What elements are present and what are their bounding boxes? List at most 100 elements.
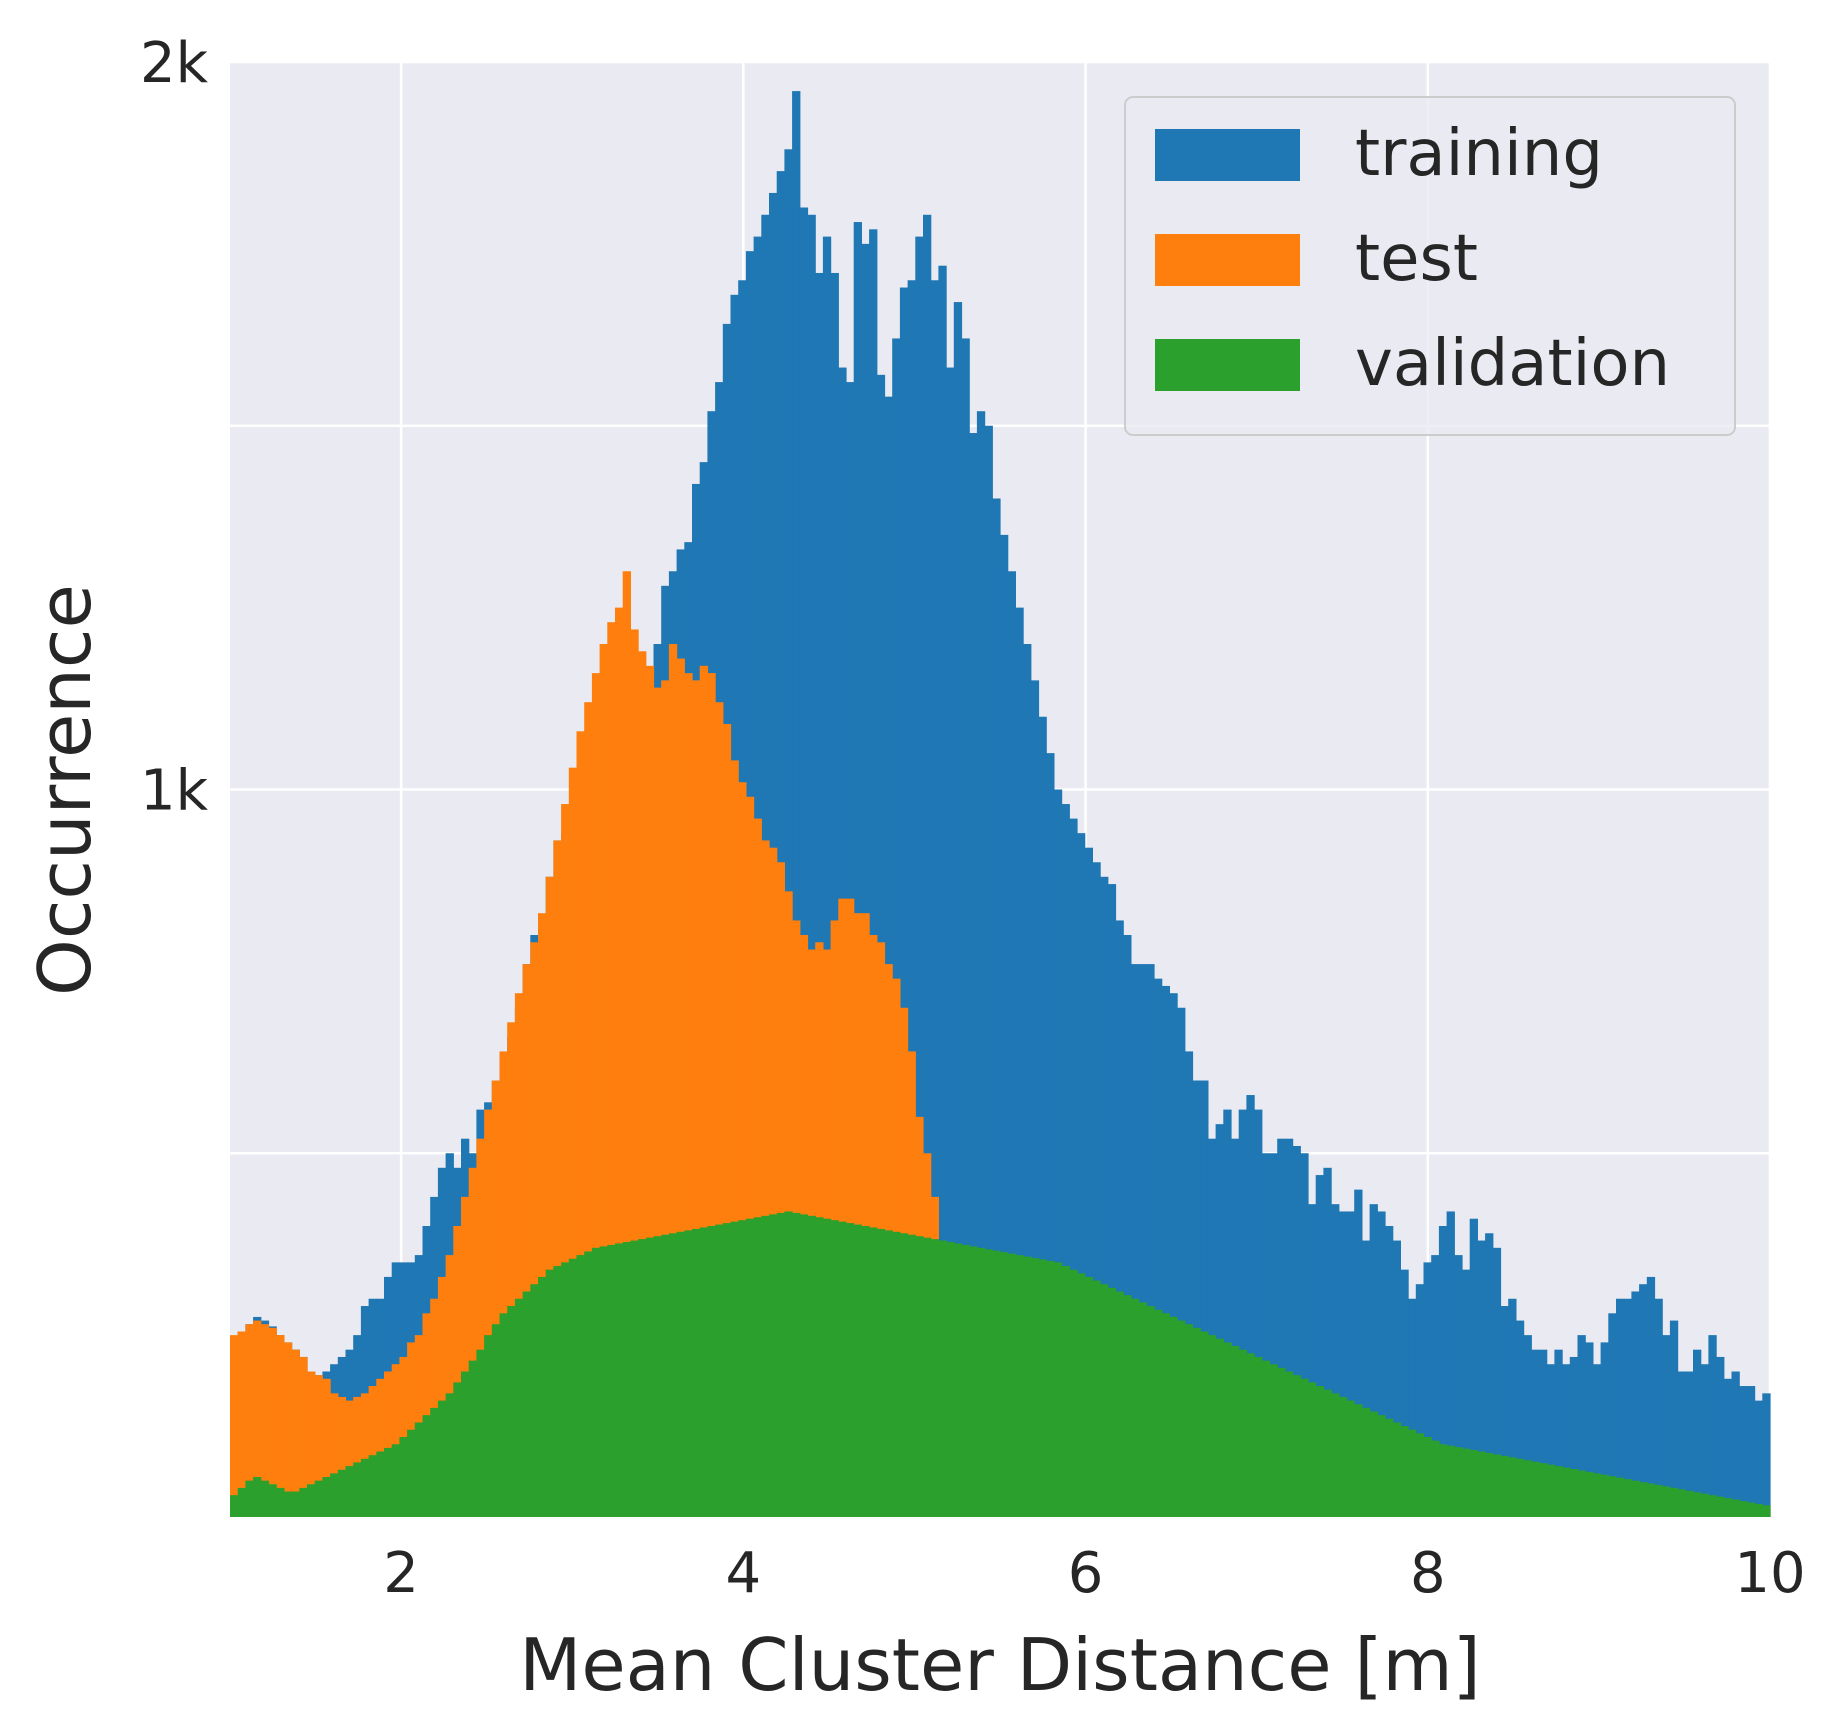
training-bar [984, 425, 993, 1517]
validation-bar [699, 1227, 708, 1517]
validation-bar [1462, 1448, 1471, 1517]
test-bar [376, 1378, 385, 1517]
training-bar [884, 396, 893, 1517]
validation-bar [899, 1233, 909, 1517]
test-bar [530, 942, 539, 1517]
training-bar [1454, 1255, 1463, 1517]
validation-bar [930, 1239, 939, 1517]
validation-bar [1061, 1266, 1070, 1517]
training-bar [1431, 1255, 1440, 1517]
validation-bar [1539, 1463, 1548, 1517]
x-tick-label: 6 [1068, 1541, 1104, 1606]
training-bar [830, 272, 839, 1518]
validation-bar [799, 1214, 809, 1517]
training-bar [1515, 1320, 1525, 1517]
legend-label-validation: validation [1355, 327, 1670, 401]
training-bar [1723, 1378, 1733, 1517]
validation-bar [938, 1240, 947, 1517]
training-bar [1577, 1335, 1586, 1517]
test-bar [491, 1080, 501, 1517]
legend-swatch-validation [1155, 339, 1300, 391]
validation-bar [1361, 1407, 1371, 1517]
training-bar [1138, 964, 1147, 1517]
validation-bar [330, 1473, 339, 1517]
training-bar [869, 229, 878, 1518]
validation-bar [430, 1407, 439, 1517]
validation-bar [530, 1284, 539, 1517]
training-bar [1030, 680, 1040, 1517]
validation-bar [1485, 1452, 1494, 1517]
validation-bar [291, 1491, 300, 1517]
validation-bar [1415, 1433, 1425, 1517]
test-bar [553, 840, 562, 1517]
validation-bar [245, 1480, 254, 1517]
training-bar [992, 498, 1001, 1517]
training-bar [861, 243, 870, 1517]
test-bar [607, 622, 616, 1517]
training-bar [1669, 1320, 1679, 1517]
y-axis-label: Occurrence [23, 584, 107, 996]
validation-bar [1146, 1306, 1155, 1517]
training-bar [1292, 1145, 1301, 1517]
validation-bar [1331, 1393, 1340, 1517]
validation-bar [1000, 1252, 1009, 1517]
training-bar [1154, 978, 1163, 1517]
validation-bar [1731, 1499, 1740, 1517]
training-bar [1662, 1335, 1671, 1517]
training-bar [822, 236, 832, 1518]
training-bar [1639, 1284, 1648, 1517]
validation-bar [707, 1226, 716, 1517]
validation-bar [1454, 1447, 1463, 1517]
validation-bar [684, 1230, 693, 1517]
validation-bar [876, 1228, 886, 1517]
test-bar [784, 891, 793, 1517]
validation-bar [1315, 1386, 1324, 1517]
validation-bar [507, 1306, 516, 1517]
validation-bar [1423, 1436, 1432, 1517]
training-bar [1331, 1204, 1340, 1517]
training-bar [1539, 1349, 1548, 1517]
training-bar [892, 338, 901, 1518]
test-bar [561, 804, 570, 1517]
legend: training test validation [1124, 96, 1736, 436]
validation-bar [1130, 1298, 1140, 1517]
validation-bar [1323, 1389, 1332, 1517]
training-bar [1446, 1211, 1455, 1517]
validation-bar [1231, 1346, 1240, 1517]
training-bar [1531, 1349, 1540, 1517]
validation-bar [1685, 1490, 1694, 1517]
test-bar [468, 1167, 477, 1517]
validation-bar [1123, 1295, 1132, 1517]
validation-bar [1616, 1477, 1625, 1517]
validation-bar [961, 1244, 970, 1517]
validation-bar [299, 1487, 308, 1517]
test-bar [869, 935, 878, 1517]
training-bar [1415, 1284, 1425, 1517]
training-bar [930, 280, 939, 1517]
validation-bar [1023, 1256, 1032, 1517]
validation-bar [753, 1217, 762, 1517]
test-bar [368, 1386, 377, 1517]
test-bar [453, 1226, 462, 1517]
validation-bar [915, 1236, 924, 1517]
test-bar [638, 651, 647, 1517]
validation-bar [692, 1228, 701, 1517]
validation-bar [1115, 1291, 1124, 1517]
validation-bar [1762, 1505, 1771, 1517]
training-bar [1315, 1175, 1324, 1517]
test-bar [615, 607, 624, 1517]
training-bar [1685, 1371, 1694, 1517]
validation-bar [561, 1262, 570, 1517]
validation-bar [414, 1422, 424, 1517]
validation-bar [422, 1415, 431, 1517]
validation-bar [1577, 1470, 1586, 1517]
validation-bar [476, 1349, 485, 1517]
validation-bar [368, 1455, 377, 1517]
legend-swatch-test [1155, 234, 1300, 286]
validation-bar [1515, 1458, 1525, 1517]
validation-bar [314, 1480, 323, 1517]
test-bar [684, 673, 693, 1517]
test-bar [668, 644, 678, 1517]
test-bar [337, 1396, 347, 1517]
training-bar [807, 214, 816, 1517]
